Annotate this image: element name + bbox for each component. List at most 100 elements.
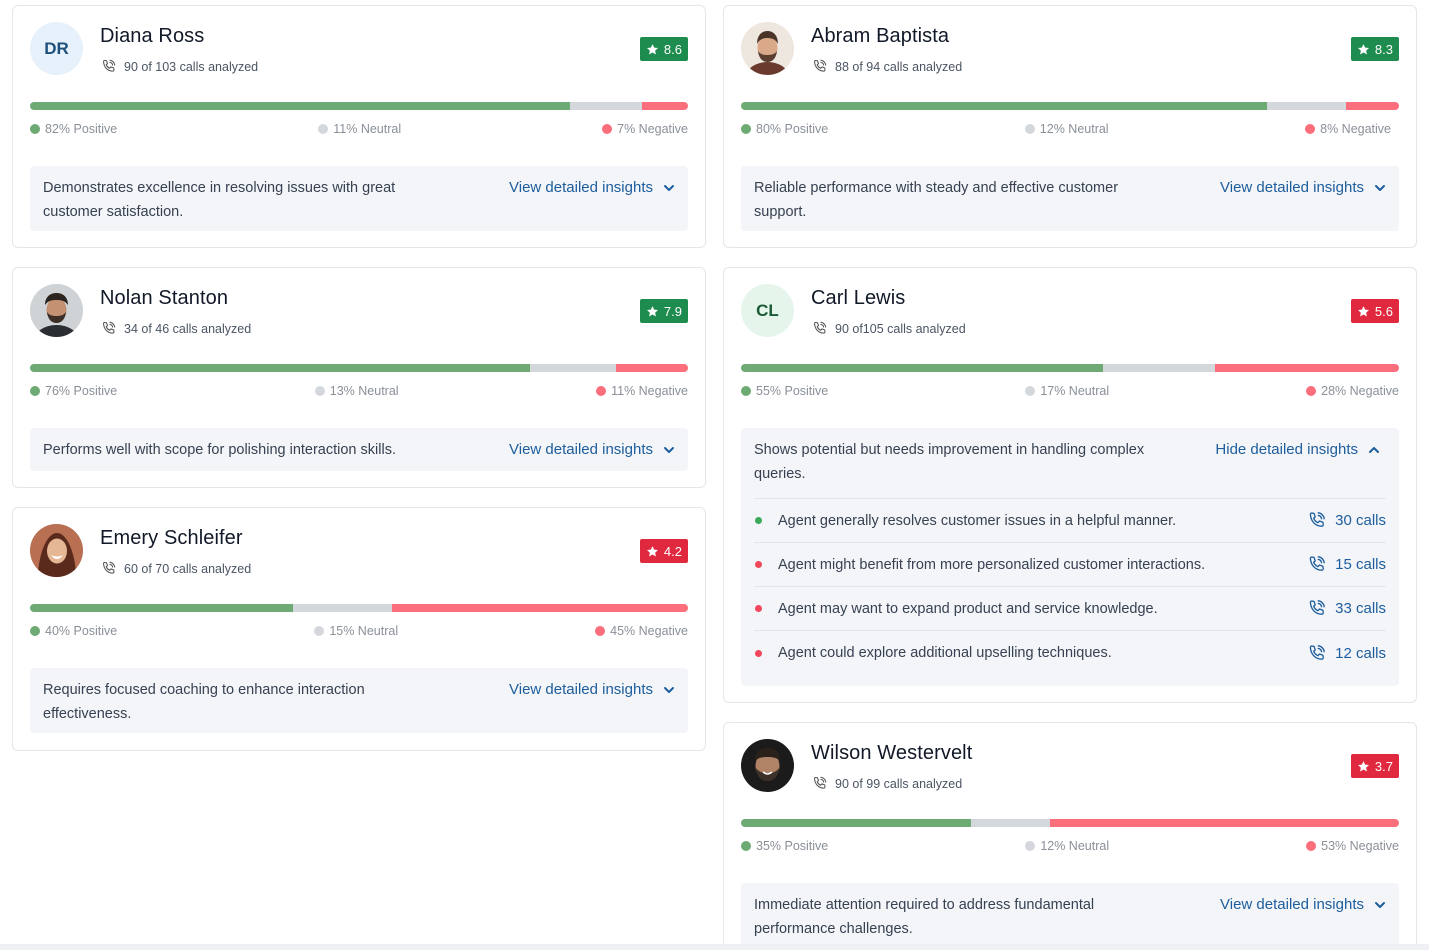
phone-icon [1306, 510, 1327, 531]
legend-neutral: 17% Neutral [1025, 384, 1109, 398]
sentiment-bar [30, 604, 688, 612]
sentiment-legend: 80% Positive 12% Neutral 8% Negative [741, 122, 1391, 136]
toggle-label: View detailed insights [509, 441, 653, 458]
legend-neutral: 12% Neutral [1025, 839, 1109, 853]
score-value: 3.7 [1374, 758, 1393, 774]
summary-text: Requires focused coaching to enhance int… [43, 682, 365, 722]
negative-dot-icon [755, 561, 762, 568]
score-badge: 8.3 [1350, 37, 1399, 61]
legend-positive: 82% Positive [30, 122, 117, 136]
sentiment-legend: 35% Positive 12% Neutral 53% Negative [741, 839, 1399, 853]
avatar-initials: CL [741, 284, 794, 337]
score-badge: 3.7 [1350, 754, 1399, 778]
avatar-photo [30, 284, 83, 337]
sentiment-bar [741, 364, 1399, 372]
positive-segment [741, 819, 972, 827]
phone-icon [811, 58, 828, 75]
legend-positive: 40% Positive [30, 624, 117, 638]
summary-text: Performs well with scope for polishing i… [43, 442, 396, 458]
calls-analyzed: 90 of 99 calls analyzed [811, 775, 962, 792]
negative-segment [1214, 364, 1399, 372]
agent-name: Diana Ross [100, 25, 205, 47]
negative-segment [391, 604, 688, 612]
hide-insights-toggle[interactable]: Hide detailed insights [1215, 438, 1386, 462]
phone-icon [1306, 554, 1327, 575]
star-icon [646, 305, 659, 318]
agent-card-carl-lewis: CL Carl Lewis 90 of105 calls analyzed 5.… [723, 267, 1417, 703]
agent-card-wilson-westervelt: Wilson Westervelt 90 of 99 calls analyze… [723, 722, 1417, 950]
positive-segment [30, 604, 294, 612]
agent-name: Nolan Stanton [100, 287, 229, 309]
neutral-segment [569, 102, 642, 110]
score-badge: 5.6 [1350, 299, 1399, 323]
legend-neutral: 11% Neutral [318, 122, 401, 136]
insight-item: Agent might benefit from more personaliz… [754, 543, 1386, 587]
star-icon [1357, 43, 1370, 56]
avatar-photo [30, 524, 83, 577]
neutral-segment [971, 819, 1051, 827]
score-badge: 8.6 [639, 37, 688, 61]
positive-segment [741, 102, 1268, 110]
legend-negative: 28% Negative [1306, 384, 1399, 398]
star-icon [1357, 305, 1370, 318]
legend-negative: 8% Negative [1305, 122, 1391, 136]
negative-dot-icon [755, 605, 762, 612]
toggle-label: View detailed insights [1220, 896, 1364, 913]
avatar-photo [741, 739, 794, 792]
view-insights-toggle[interactable]: View detailed insights [1220, 176, 1386, 200]
insight-calls-link[interactable]: 33 calls [1306, 598, 1386, 619]
score-value: 8.6 [663, 41, 682, 57]
calls-analyzed: 60 of 70 calls analyzed [100, 560, 251, 577]
legend-negative: 11% Negative [596, 384, 688, 398]
calls-analyzed-text: 90 of 99 calls analyzed [835, 776, 963, 791]
chevron-down-icon [663, 182, 675, 194]
score-badge: 7.9 [639, 299, 688, 323]
avatar-photo [741, 22, 794, 75]
summary-box: Shows potential but needs improvement in… [741, 428, 1399, 686]
summary-box: Demonstrates excellence in resolving iss… [30, 166, 688, 231]
calls-analyzed-text: 90 of105 calls analyzed [835, 321, 966, 336]
insight-text: Agent may want to expand product and ser… [778, 600, 1158, 617]
insight-text: Agent generally resolves customer issues… [778, 512, 1177, 529]
score-value: 7.9 [663, 303, 682, 319]
view-insights-toggle[interactable]: View detailed insights [1220, 893, 1386, 917]
negative-segment [615, 364, 688, 372]
legend-neutral: 13% Neutral [314, 384, 399, 398]
phone-icon [811, 320, 828, 337]
star-icon [646, 43, 659, 56]
insight-item: Agent could explore additional upselling… [754, 631, 1386, 675]
neutral-segment [293, 604, 392, 612]
calls-analyzed-text: 90 of 103 calls analyzed [124, 59, 259, 74]
positive-segment [30, 102, 570, 110]
legend-neutral: 12% Neutral [1024, 122, 1109, 136]
negative-segment [641, 102, 688, 110]
summary-box: Requires focused coaching to enhance int… [30, 668, 688, 733]
sentiment-legend: 55% Positive 17% Neutral 28% Negative [741, 384, 1399, 398]
phone-icon [1306, 643, 1327, 664]
phone-icon [1306, 598, 1327, 619]
insight-calls-link[interactable]: 12 calls [1306, 643, 1386, 664]
legend-positive: 55% Positive [741, 384, 828, 398]
phone-icon [100, 560, 117, 577]
calls-analyzed-text: 88 of 94 calls analyzed [835, 59, 963, 74]
view-insights-toggle[interactable]: View detailed insights [509, 438, 675, 462]
insight-calls-link[interactable]: 30 calls [1306, 510, 1386, 531]
agent-name: Abram Baptista [811, 25, 950, 47]
score-value: 5.6 [1374, 303, 1393, 319]
calls-analyzed-text: 60 of 70 calls analyzed [124, 561, 252, 576]
insight-list: Agent generally resolves customer issues… [754, 498, 1386, 675]
summary-text: Immediate attention required to address … [754, 897, 1095, 937]
legend-negative: 45% Negative [595, 624, 688, 638]
phone-icon [100, 58, 117, 75]
positive-segment [741, 364, 1103, 372]
insight-calls-link[interactable]: 15 calls [1306, 554, 1386, 575]
chevron-up-icon [1368, 444, 1380, 456]
agent-name: Wilson Westervelt [811, 742, 973, 764]
avatar-initials: DR [30, 22, 83, 75]
calls-analyzed: 90 of 103 calls analyzed [100, 58, 258, 75]
view-insights-toggle[interactable]: View detailed insights [509, 678, 675, 702]
legend-negative: 7% Negative [602, 122, 688, 136]
view-insights-toggle[interactable]: View detailed insights [509, 176, 675, 200]
neutral-segment [1267, 102, 1347, 110]
star-icon [646, 545, 659, 558]
